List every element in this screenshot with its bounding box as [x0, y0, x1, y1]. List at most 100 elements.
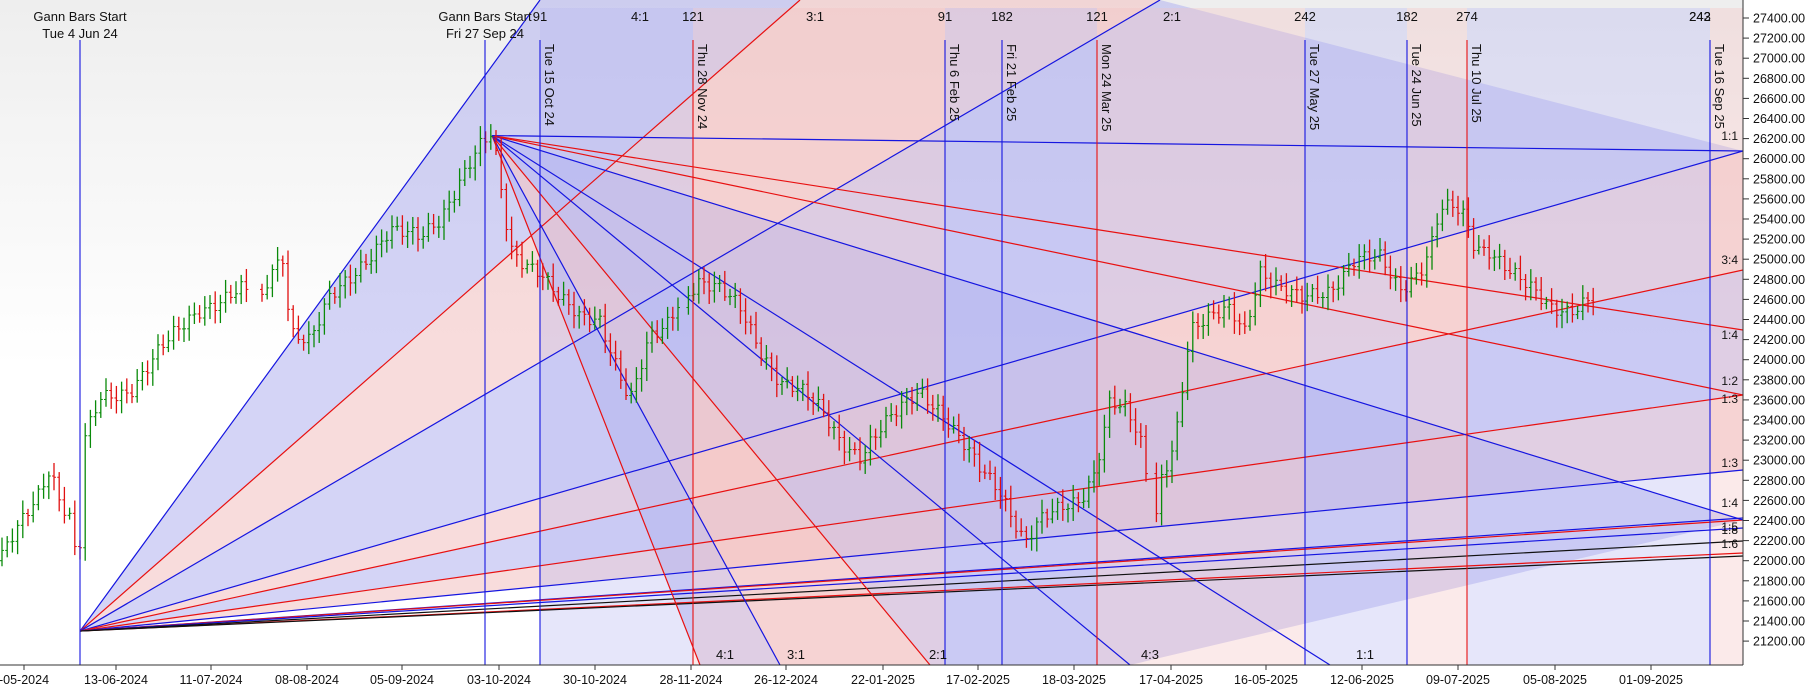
x-tick-label: 30-10-2024	[563, 673, 627, 687]
right-ratio-label-4: 1:3	[1721, 392, 1738, 406]
fan2-line-2	[491, 135, 931, 665]
y-tick-label: 26000.00	[1753, 152, 1805, 166]
bottom-ratio-label-3: 4:3	[1141, 647, 1159, 662]
time-lines	[79, 40, 1711, 665]
time-line-count-8: 242	[1689, 9, 1711, 24]
bottom-ratio-label-4: 1:1	[1356, 647, 1374, 662]
right-ratio-label-3: 1:2	[1721, 374, 1738, 388]
fan1-line-black-2	[79, 555, 1743, 632]
y-tick-label: 26800.00	[1753, 72, 1805, 86]
time-line-label-6: Tue 24 Jun 25	[1409, 44, 1424, 127]
x-tick-label: 16-05-2025	[1234, 673, 1298, 687]
x-tick-label: 26-12-2024	[754, 673, 818, 687]
right-top-label-overlap: 243	[1689, 9, 1711, 24]
y-tick-label: 22200.00	[1753, 534, 1805, 548]
right-ratio-label-0: 1:1	[1721, 129, 1738, 143]
time-line-label-8: Tue 16 Sep 25	[1712, 44, 1727, 129]
x-tick-label: 05-08-2025	[1523, 673, 1587, 687]
right-ratio-label-6: 1:4	[1721, 496, 1738, 510]
y-tick-label: 24600.00	[1753, 293, 1805, 307]
x-tick-label: 11-07-2024	[179, 673, 242, 687]
time-line-count-6: 182	[1396, 9, 1418, 24]
time-band-5	[1305, 8, 1407, 665]
x-tick-label: -05-2024	[0, 673, 49, 687]
bottom-ratio-label-2: 2:1	[929, 647, 947, 662]
right-ratio-label-2: 1:4	[1721, 328, 1738, 342]
x-tick-label: 09-07-2025	[1426, 673, 1490, 687]
fan1-line-8	[79, 519, 1743, 632]
time-line-count-3: 182	[991, 9, 1013, 24]
fan1-line-2	[79, 0, 1161, 632]
time-line-label-1: Thu 28 Nov 24	[695, 44, 710, 129]
y-tick-label: 27200.00	[1753, 32, 1805, 46]
y-tick-label: 25000.00	[1753, 253, 1805, 267]
chart-labels: Gann Bars Start Tue 4 Jun 24 Gann Bars Sta…	[33, 9, 1738, 662]
y-tick-label: 26400.00	[1753, 112, 1805, 126]
fan2-zone-1to1	[492, 135, 1743, 665]
y-tick-label: 25200.00	[1753, 233, 1805, 247]
y-tick-label: 21200.00	[1753, 635, 1805, 649]
y-tick-label: 21600.00	[1753, 594, 1805, 608]
time-line-label-7: Thu 10 Jul 25	[1469, 44, 1484, 123]
x-tick-label: 05-09-2024	[370, 673, 434, 687]
time-band-4	[1097, 8, 1305, 665]
time-band-8	[1710, 8, 1743, 665]
x-tick-label: 18-03-2025	[1042, 673, 1106, 687]
x-tick-label: 03-10-2024	[467, 673, 531, 687]
fan2-line-6	[491, 134, 1743, 396]
y-tick-label: 21800.00	[1753, 574, 1805, 588]
right-ratio-label-9: 1:6	[1721, 537, 1738, 551]
price-bars	[0, 124, 1596, 567]
y-tick-label: 25800.00	[1753, 172, 1805, 186]
top-ratio-label-2: 2:1	[1163, 9, 1181, 24]
y-tick-label: 23400.00	[1753, 414, 1805, 428]
top-ratio-label-1: 3:1	[806, 9, 824, 24]
y-tick-label: 22400.00	[1753, 514, 1805, 528]
fan1-line-9	[79, 527, 1743, 632]
anchor-date-1: Fri 27 Sep 24	[446, 26, 524, 41]
top-ratio-label-0: 4:1	[631, 9, 649, 24]
fan1-line-0	[79, 0, 541, 632]
y-axis-background	[1743, 0, 1813, 692]
time-band-1	[693, 8, 945, 665]
time-line-label-0: Tue 15 Oct 24	[542, 44, 557, 126]
y-tick-label: 22800.00	[1753, 474, 1805, 488]
y-axis: 21200.00 21400.00 21600.00 21800.00 22000.00…	[1742, 0, 1813, 692]
fan2-line-7	[491, 134, 1743, 331]
y-tick-label: 21400.00	[1753, 615, 1805, 629]
fan1-line-1	[79, 0, 801, 632]
fan2-line-4	[491, 135, 1331, 665]
y-tick-label: 27000.00	[1753, 52, 1805, 66]
y-tick-label: 22000.00	[1753, 554, 1805, 568]
right-ratio-label-5: 1:3	[1721, 456, 1738, 470]
fan1-line-6	[79, 469, 1743, 632]
anchor-date-0: Tue 4 Jun 24	[42, 26, 117, 41]
y-tick-label: 24200.00	[1753, 333, 1805, 347]
y-tick-label: 23800.00	[1753, 373, 1805, 387]
fan1-line-black-1	[79, 540, 1743, 632]
time-band-2	[945, 8, 1002, 665]
time-line-label-4: Mon 24 Mar 25	[1099, 44, 1114, 131]
y-tick-label: 26600.00	[1753, 92, 1805, 106]
bottom-ratio-label-1: 3:1	[787, 647, 805, 662]
y-tick-label: 23000.00	[1753, 454, 1805, 468]
y-tick-label: 24400.00	[1753, 313, 1805, 327]
y-tick-label: 25600.00	[1753, 192, 1805, 206]
time-band-7	[1467, 8, 1710, 665]
right-ratio-label-8: 1:8	[1721, 523, 1738, 537]
y-tick-label: 25400.00	[1753, 213, 1805, 227]
time-band-3	[1002, 8, 1097, 665]
x-tick-label: 13-06-2024	[84, 673, 148, 687]
y-tick-label: 22600.00	[1753, 494, 1805, 508]
x-tick-label: 17-02-2025	[946, 673, 1010, 687]
time-line-label-2: Thu 6 Feb 25	[947, 44, 962, 121]
x-tick-label: 22-01-2025	[851, 673, 915, 687]
time-line-count-2: 91	[938, 9, 952, 24]
time-line-count-4: 121	[1086, 9, 1108, 24]
time-line-label-5: Tue 27 May 25	[1307, 44, 1322, 130]
x-tick-label: 08-08-2024	[275, 673, 339, 687]
time-line-count-1: 121	[682, 9, 704, 24]
right-ratio-label-7: 1:5	[1721, 520, 1738, 534]
